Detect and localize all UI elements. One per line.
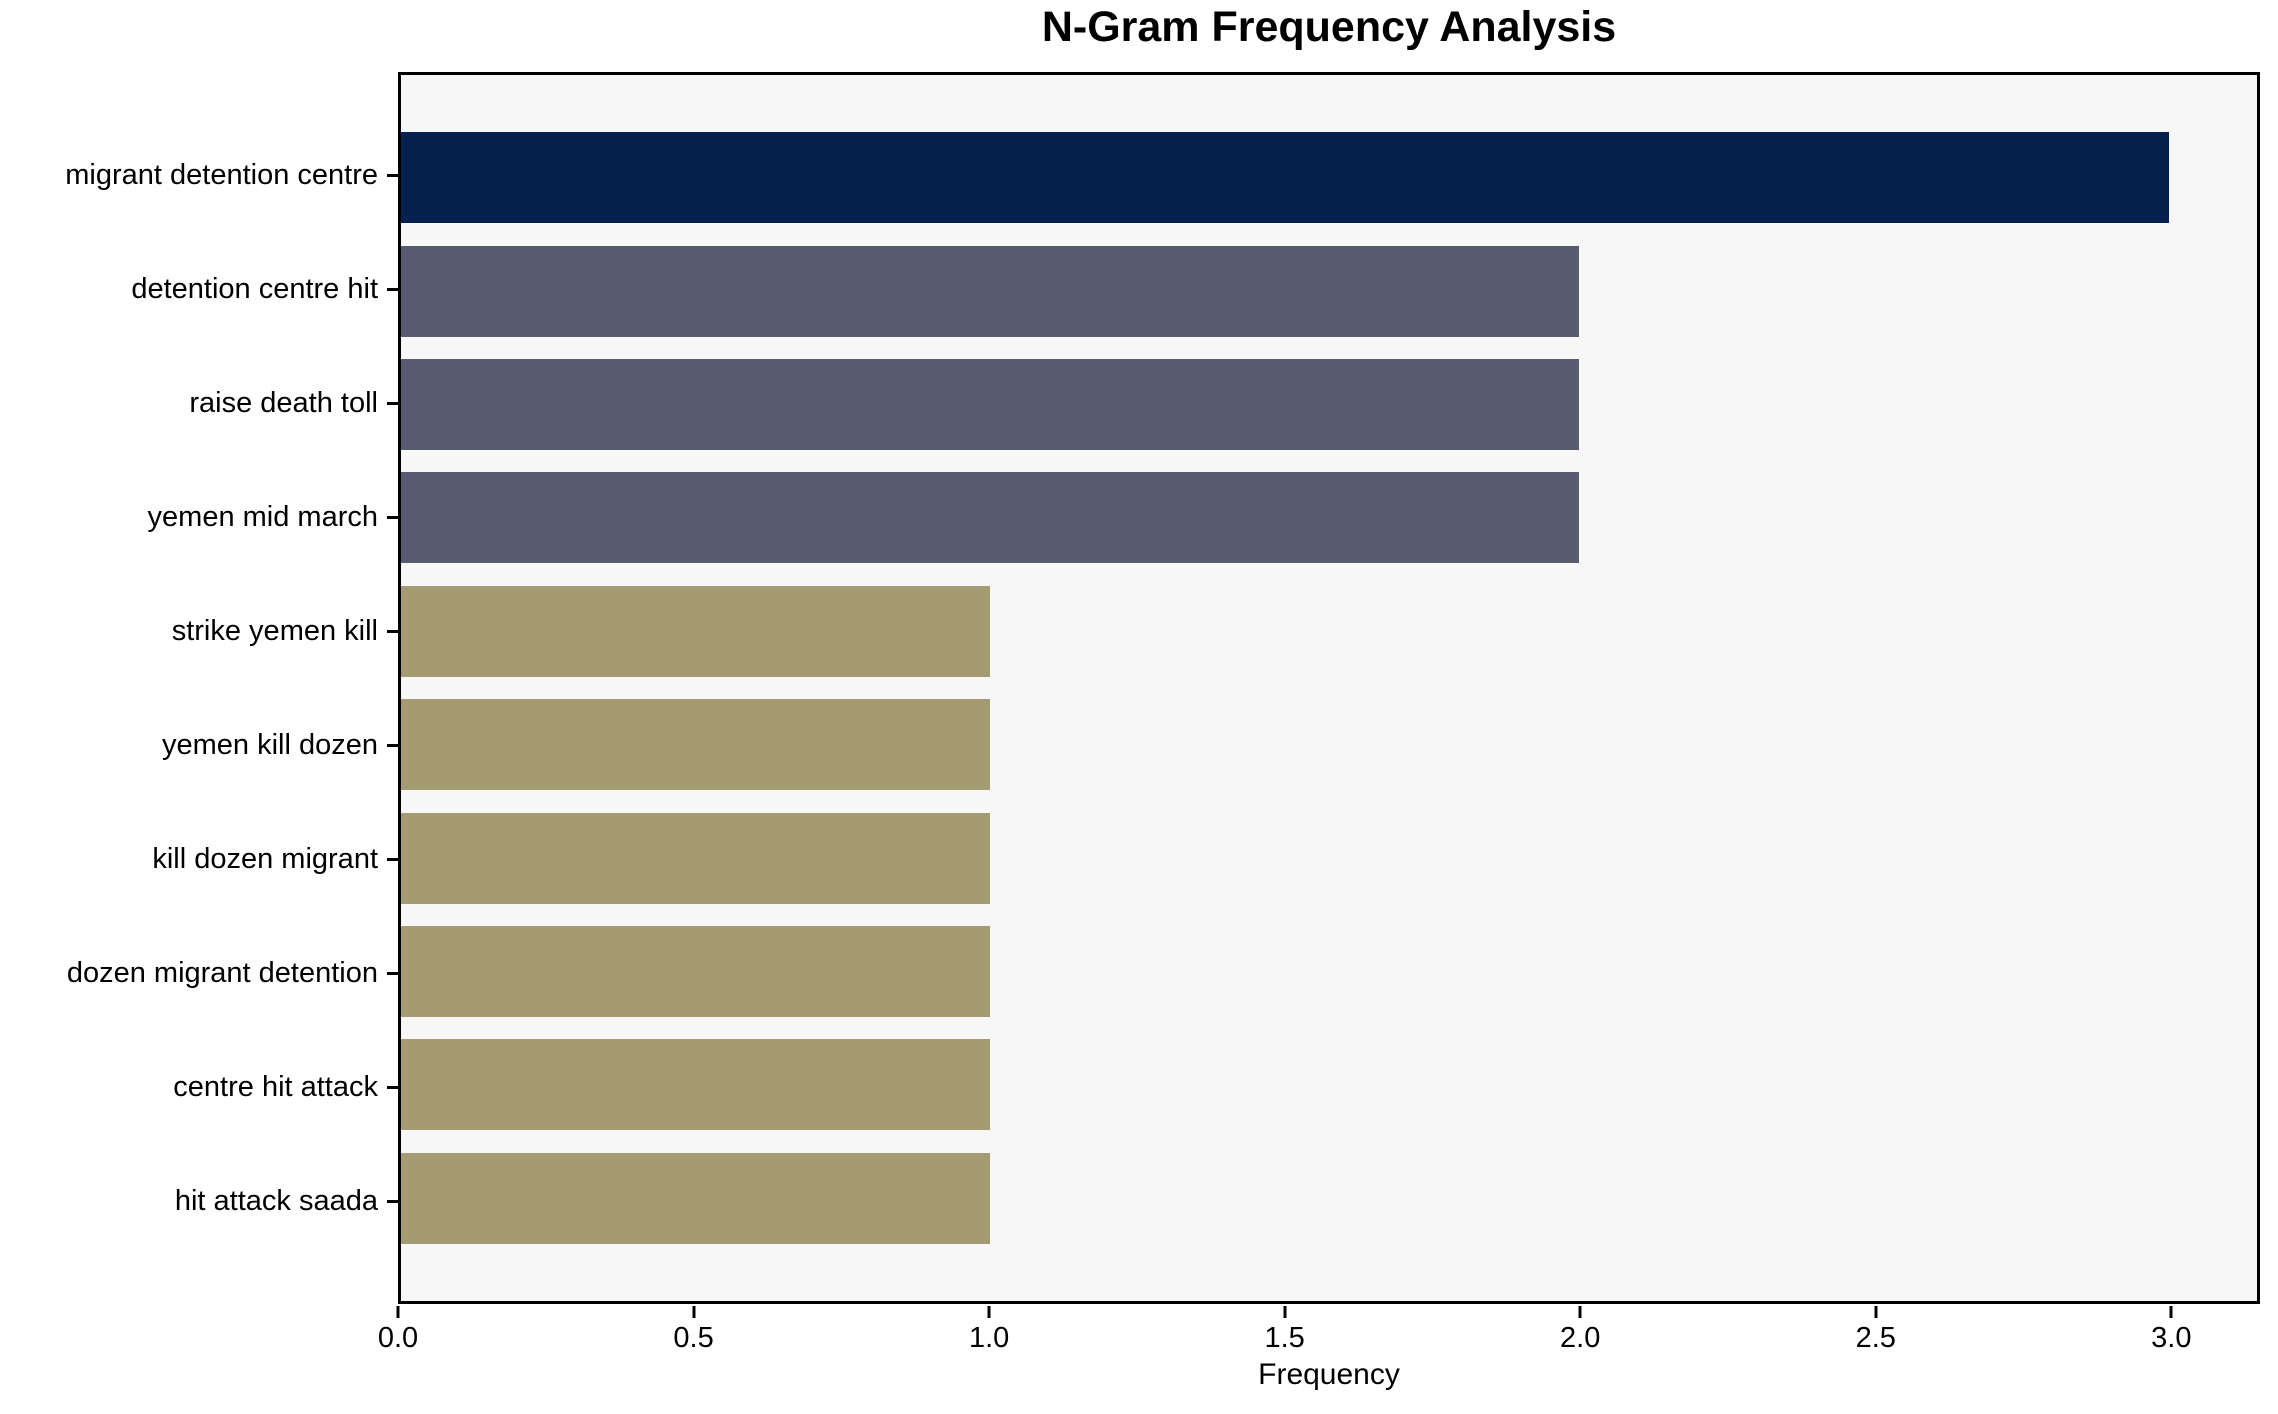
bar [401,1152,991,1244]
y-tick-label: strike yemen kill [171,614,378,647]
y-tick: kill dozen migrant [0,802,398,916]
bar [401,585,991,677]
x-tick-label: 1.0 [968,1322,1010,1354]
y-tick-mark [387,1085,398,1089]
y-tick-mark [387,971,398,975]
bar [401,926,991,1018]
bar-row [401,1142,2257,1255]
x-tick-mark [987,1306,991,1318]
x-tick-mark [396,1306,400,1318]
y-tick-mark [387,1199,398,1203]
bar-row [401,348,2257,461]
y-tick-label: dozen migrant detention [66,956,378,989]
y-tick-label: raise death toll [189,386,378,419]
x-tick-mark [1283,1306,1287,1318]
bar [401,359,1580,451]
y-tick: raise death toll [0,346,398,460]
y-tick-label: centre hit attack [173,1070,378,1103]
y-tick: migrant detention centre [0,118,398,232]
y-tick-label: kill dozen migrant [152,842,378,875]
y-tick-mark [387,287,398,291]
plot-area [398,72,2260,1304]
bar-row [401,121,2257,234]
bar-row [401,575,2257,688]
bar-row [401,234,2257,347]
x-tick-mark [1578,1306,1582,1318]
y-tick-label: yemen mid march [147,500,378,533]
x-tick-mark [2169,1306,2173,1318]
y-tick-mark [387,629,398,633]
y-tick: centre hit attack [0,1030,398,1144]
y-tick-label: migrant detention centre [65,158,378,191]
bar [401,1039,991,1131]
bar [401,472,1580,564]
x-tick-label: 2.5 [1855,1322,1896,1354]
bar [401,699,991,791]
bar-row [401,461,2257,574]
bar [401,245,1580,337]
y-tick-mark [387,515,398,519]
x-tick-label: 2.0 [1560,1322,1601,1354]
y-tick-mark [387,173,398,177]
y-tick-mark [387,857,398,861]
bar-row [401,801,2257,914]
y-tick-label: detention centre hit [131,272,378,305]
x-tick-mark [1874,1306,1878,1318]
x-tick-label: 1.5 [1264,1322,1305,1354]
bar-row [401,1028,2257,1141]
y-tick: hit attack saada [0,1144,398,1258]
y-tick: dozen migrant detention [0,916,398,1030]
bar [401,132,2169,224]
x-tick-label: 3.0 [2151,1322,2192,1354]
y-tick-mark [387,401,398,405]
y-axis: migrant detention centre detention centre… [0,118,398,1258]
x-axis: 0.0 0.5 1.0 1.5 2.0 2.5 3.0 [378,1304,2260,1364]
bar-row [401,915,2257,1028]
chart-title: N-Gram Frequency Analysis [1041,3,1617,51]
y-tick-label: hit attack saada [174,1184,378,1217]
y-tick: detention centre hit [0,232,398,346]
y-tick: strike yemen kill [0,574,398,688]
x-tick-mark [692,1306,696,1318]
bar-row [401,688,2257,801]
y-tick-mark [387,743,398,747]
bar [401,812,991,904]
x-tick-label: 0.0 [377,1322,419,1354]
y-tick-label: yemen kill dozen [162,728,378,761]
x-axis-label: Frequency [1258,1358,1400,1391]
x-tick-label: 0.5 [673,1322,714,1354]
y-tick: yemen mid march [0,460,398,574]
y-tick: yemen kill dozen [0,688,398,802]
